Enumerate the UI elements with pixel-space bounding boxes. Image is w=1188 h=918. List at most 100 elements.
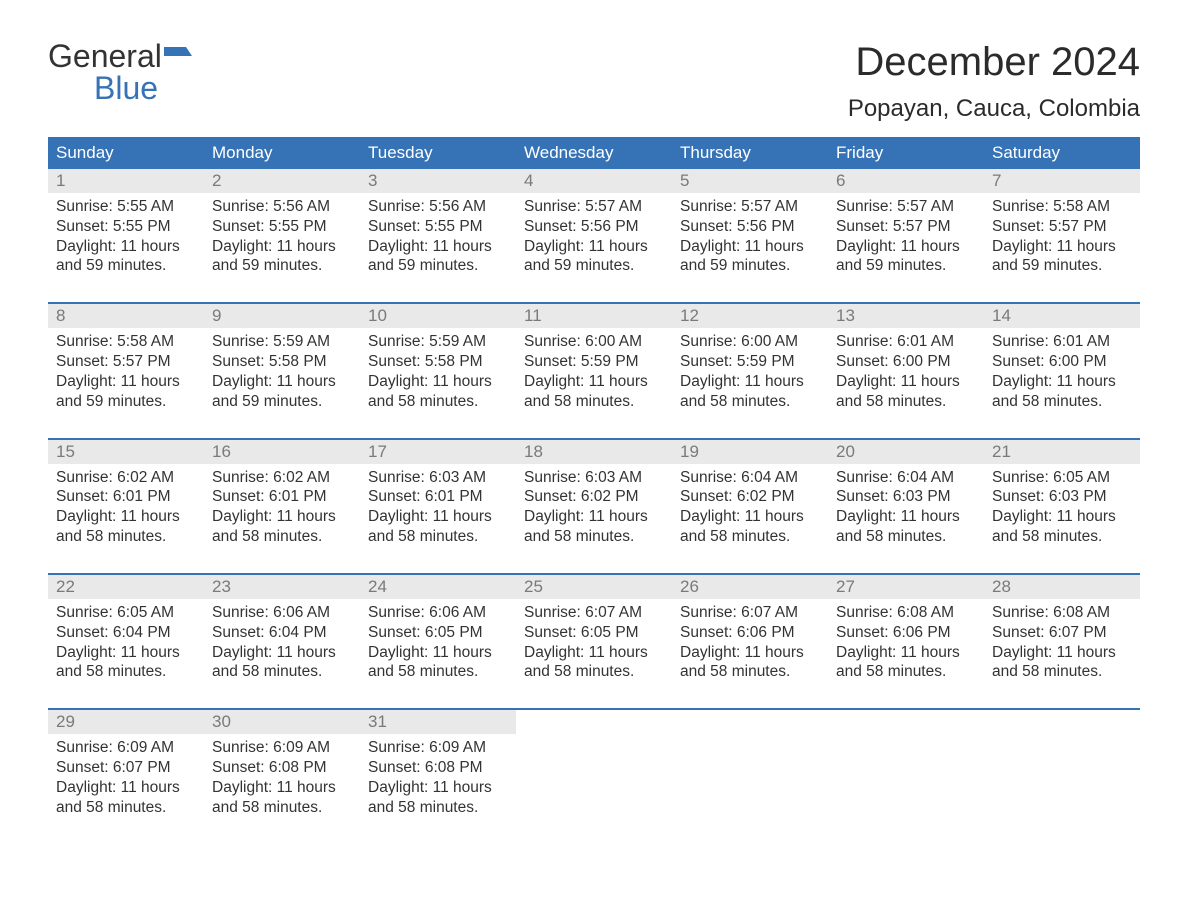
calendar-day-cell: 1Sunrise: 5:55 AMSunset: 5:55 PMDaylight… [48, 169, 204, 284]
calendar-day-cell: 28 Sunrise: 6:08 AMSunset: 6:07 PMDayligh… [984, 575, 1140, 690]
day-number: 27 [828, 575, 984, 599]
day-details: Sunrise: 6:08 AMSunset: 6:06 PMDaylight:… [836, 603, 976, 682]
day-number: 23 [204, 575, 360, 599]
calendar-day-cell [828, 710, 984, 825]
day-daylight1: Daylight: 11 hours [992, 237, 1132, 257]
calendar-day-cell: 16Sunrise: 6:02 AMSunset: 6:01 PMDayligh… [204, 440, 360, 555]
day-sunrise: Sunrise: 6:05 AM [56, 603, 196, 623]
day-details: Sunrise: 6:08 AMSunset: 6:07 PMDaylight:… [992, 603, 1132, 682]
calendar-day-cell: 15Sunrise: 6:02 AMSunset: 6:01 PMDayligh… [48, 440, 204, 555]
day-sunset: Sunset: 5:59 PM [680, 352, 820, 372]
calendar-day-cell [984, 710, 1140, 825]
calendar-day-cell [516, 710, 672, 825]
day-sunrise: Sunrise: 6:00 AM [680, 332, 820, 352]
day-details: Sunrise: 6:00 AMSunset: 5:59 PMDaylight:… [524, 332, 664, 411]
day-daylight1: Daylight: 11 hours [56, 507, 196, 527]
calendar-day-cell: 23Sunrise: 6:06 AMSunset: 6:04 PMDayligh… [204, 575, 360, 690]
day-sunset: Sunset: 6:06 PM [836, 623, 976, 643]
day-daylight2: and 59 minutes. [56, 392, 196, 412]
day-daylight2: and 58 minutes. [524, 392, 664, 412]
day-daylight2: and 58 minutes. [56, 527, 196, 547]
day-daylight1: Daylight: 11 hours [524, 643, 664, 663]
day-sunset: Sunset: 6:08 PM [212, 758, 352, 778]
day-number: 13 [828, 304, 984, 328]
day-sunrise: Sunrise: 6:09 AM [56, 738, 196, 758]
day-daylight2: and 58 minutes. [680, 662, 820, 682]
calendar-day-cell: 31Sunrise: 6:09 AMSunset: 6:08 PMDayligh… [360, 710, 516, 825]
calendar-day-cell: 17Sunrise: 6:03 AMSunset: 6:01 PMDayligh… [360, 440, 516, 555]
day-sunset: Sunset: 5:56 PM [680, 217, 820, 237]
day-details: Sunrise: 5:57 AMSunset: 5:56 PMDaylight:… [680, 197, 820, 276]
calendar-day-cell: 20Sunrise: 6:04 AMSunset: 6:03 PMDayligh… [828, 440, 984, 555]
day-sunrise: Sunrise: 6:08 AM [836, 603, 976, 623]
day-daylight1: Daylight: 11 hours [56, 237, 196, 257]
dow-saturday: Saturday [984, 137, 1140, 169]
day-daylight1: Daylight: 11 hours [56, 372, 196, 392]
day-daylight1: Daylight: 11 hours [212, 778, 352, 798]
calendar-day-cell: 30Sunrise: 6:09 AMSunset: 6:08 PMDayligh… [204, 710, 360, 825]
day-details: Sunrise: 6:05 AMSunset: 6:04 PMDaylight:… [56, 603, 196, 682]
day-sunset: Sunset: 6:03 PM [992, 487, 1132, 507]
dow-friday: Friday [828, 137, 984, 169]
calendar-day-cell: 19Sunrise: 6:04 AMSunset: 6:02 PMDayligh… [672, 440, 828, 555]
day-daylight1: Daylight: 11 hours [680, 643, 820, 663]
day-number: 21 [984, 440, 1140, 464]
day-daylight2: and 58 minutes. [56, 798, 196, 818]
day-details: Sunrise: 6:07 AMSunset: 6:05 PMDaylight:… [524, 603, 664, 682]
day-daylight2: and 59 minutes. [212, 256, 352, 276]
day-number: 26 [672, 575, 828, 599]
calendar-day-cell: 4Sunrise: 5:57 AMSunset: 5:56 PMDaylight… [516, 169, 672, 284]
day-daylight2: and 59 minutes. [212, 392, 352, 412]
day-number: 28 [984, 575, 1140, 599]
day-daylight1: Daylight: 11 hours [836, 372, 976, 392]
day-sunset: Sunset: 6:07 PM [56, 758, 196, 778]
day-sunset: Sunset: 5:56 PM [524, 217, 664, 237]
calendar-day-cell: 12Sunrise: 6:00 AMSunset: 5:59 PMDayligh… [672, 304, 828, 419]
calendar-day-cell: 3Sunrise: 5:56 AMSunset: 5:55 PMDaylight… [360, 169, 516, 284]
day-daylight1: Daylight: 11 hours [992, 372, 1132, 392]
day-daylight2: and 58 minutes. [836, 527, 976, 547]
day-number: 9 [204, 304, 360, 328]
day-number: 2 [204, 169, 360, 193]
day-sunset: Sunset: 6:04 PM [212, 623, 352, 643]
day-number: 5 [672, 169, 828, 193]
day-details: Sunrise: 5:57 AMSunset: 5:57 PMDaylight:… [836, 197, 976, 276]
day-number: 10 [360, 304, 516, 328]
calendar-day-cell: 25Sunrise: 6:07 AMSunset: 6:05 PMDayligh… [516, 575, 672, 690]
day-daylight2: and 58 minutes. [368, 662, 508, 682]
day-sunrise: Sunrise: 5:58 AM [992, 197, 1132, 217]
day-sunrise: Sunrise: 5:56 AM [212, 197, 352, 217]
day-daylight2: and 58 minutes. [212, 662, 352, 682]
day-sunset: Sunset: 6:05 PM [524, 623, 664, 643]
day-sunrise: Sunrise: 6:04 AM [680, 468, 820, 488]
day-sunrise: Sunrise: 6:03 AM [368, 468, 508, 488]
calendar-day-cell: 7Sunrise: 5:58 AMSunset: 5:57 PMDaylight… [984, 169, 1140, 284]
day-of-week-header: Sunday Monday Tuesday Wednesday Thursday… [48, 137, 1140, 169]
day-daylight2: and 58 minutes. [212, 527, 352, 547]
dow-sunday: Sunday [48, 137, 204, 169]
day-daylight1: Daylight: 11 hours [368, 507, 508, 527]
day-details: Sunrise: 6:09 AMSunset: 6:07 PMDaylight:… [56, 738, 196, 817]
day-sunset: Sunset: 6:02 PM [524, 487, 664, 507]
day-number: 15 [48, 440, 204, 464]
calendar-week: 8Sunrise: 5:58 AMSunset: 5:57 PMDaylight… [48, 302, 1140, 419]
day-sunset: Sunset: 6:02 PM [680, 487, 820, 507]
day-number: 20 [828, 440, 984, 464]
day-daylight2: and 58 minutes. [368, 392, 508, 412]
day-daylight1: Daylight: 11 hours [212, 507, 352, 527]
day-daylight2: and 58 minutes. [680, 392, 820, 412]
day-sunset: Sunset: 6:00 PM [992, 352, 1132, 372]
calendar-week: 1Sunrise: 5:55 AMSunset: 5:55 PMDaylight… [48, 169, 1140, 284]
day-sunset: Sunset: 5:57 PM [836, 217, 976, 237]
day-sunrise: Sunrise: 6:04 AM [836, 468, 976, 488]
day-sunrise: Sunrise: 6:06 AM [212, 603, 352, 623]
day-daylight1: Daylight: 11 hours [992, 507, 1132, 527]
day-sunset: Sunset: 6:01 PM [368, 487, 508, 507]
day-daylight2: and 59 minutes. [524, 256, 664, 276]
day-sunset: Sunset: 5:57 PM [56, 352, 196, 372]
location-subtitle: Popayan, Cauca, Colombia [848, 95, 1140, 123]
day-number: 19 [672, 440, 828, 464]
day-sunrise: Sunrise: 5:59 AM [212, 332, 352, 352]
day-sunset: Sunset: 6:08 PM [368, 758, 508, 778]
day-number: 14 [984, 304, 1140, 328]
